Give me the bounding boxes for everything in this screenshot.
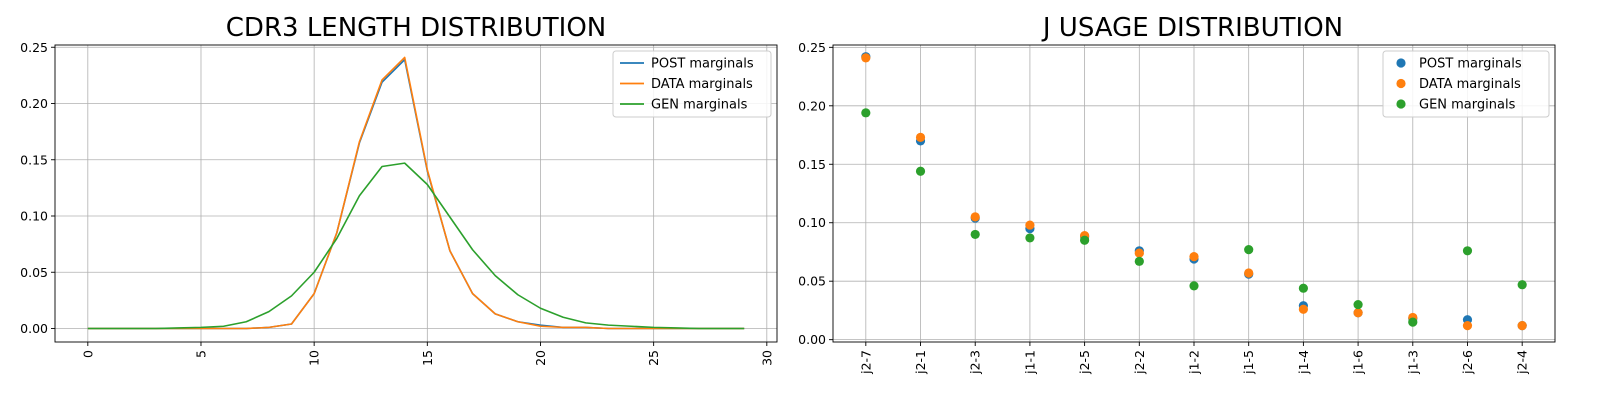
legend-swatch-3	[1396, 99, 1406, 109]
x-tick-label: j2-7	[858, 350, 873, 375]
series-3-point	[915, 166, 926, 176]
x-tick-label: 25	[646, 350, 661, 366]
x-tick-label: 5	[193, 350, 208, 358]
series-2-point	[970, 212, 980, 222]
y-tick-label: 0.15	[798, 157, 826, 172]
x-tick-label: j1-3	[1405, 350, 1420, 375]
x-tick-label: j1-5	[1241, 350, 1256, 375]
series-2-point	[861, 53, 871, 63]
x-tick-label: 10	[307, 350, 322, 366]
x-tick-label: 0	[80, 350, 95, 358]
legend-box	[1382, 50, 1550, 118]
series-line-3	[87, 162, 745, 330]
cdr3-length-chart: CDR3 LENGTH DISTRIBUTION 0.00 0.05 0.10 0.1…	[20, 13, 778, 366]
series-3-point	[861, 108, 871, 118]
legend-entry-2: DATA marginals	[651, 77, 753, 92]
legend-swatch-2	[1396, 78, 1406, 89]
x-tick-label: j1-1	[1022, 350, 1037, 375]
series-line-2	[87, 56, 745, 330]
legend-entry-1: POST marginals	[1419, 57, 1522, 72]
series-2-point	[1462, 321, 1473, 331]
x-tick-label: j2-3	[968, 350, 983, 375]
x-tick-label: j1-2	[1187, 350, 1202, 375]
series-3-point	[1462, 246, 1473, 256]
j-usage-chart: J USAGE DISTRIBUTION 0.00 0.05 0.10 0.15 0.2…	[798, 13, 1556, 375]
y-tick-label: 0.10	[20, 209, 48, 224]
series-3-point	[1298, 283, 1308, 293]
series-2-point	[1517, 321, 1527, 331]
series-3-point	[1134, 256, 1144, 266]
chart-title: J USAGE DISTRIBUTION	[1041, 13, 1343, 43]
chart-title: CDR3 LENGTH DISTRIBUTION	[226, 13, 606, 43]
y-tick-label: 0.20	[798, 98, 826, 113]
x-tick-label: j2-1	[913, 350, 928, 375]
legend-entry-2: DATA marginals	[1419, 77, 1521, 92]
x-tick-label: j2-4	[1515, 350, 1530, 375]
y-tick-label: 0.20	[20, 96, 48, 111]
legend-swatch-1	[1396, 58, 1406, 68]
series-2-point	[1025, 220, 1035, 230]
series-3-point	[1080, 235, 1090, 245]
series-3-point	[1353, 299, 1363, 310]
y-tick-label: 0.25	[798, 40, 826, 55]
legend-box	[612, 50, 772, 118]
legend-entry-1: POST marginals	[651, 57, 754, 72]
series-2-point	[915, 132, 926, 142]
y-tick-label: 0.25	[20, 40, 48, 55]
series-3-point	[1244, 245, 1254, 255]
series-3-point	[1517, 280, 1527, 290]
plot-frame	[54, 44, 778, 343]
series-3-point	[1025, 233, 1035, 243]
series-2-point	[1353, 308, 1363, 318]
x-tick-label: j2-2	[1132, 350, 1147, 375]
legend-entry-3: GEN marginals	[651, 98, 748, 113]
series-2-point	[1189, 252, 1199, 262]
x-tick-label: j1-6	[1351, 350, 1366, 375]
series-2-point	[1298, 304, 1308, 314]
legend-entry-3: GEN marginals	[1419, 98, 1516, 113]
y-tick-label: 0.00	[798, 332, 826, 347]
x-tick-label: j1-4	[1296, 350, 1311, 375]
x-tick-label: 20	[533, 350, 548, 366]
series-3-point	[1408, 317, 1418, 327]
x-tick-label: j2-6	[1460, 350, 1475, 375]
series-2-point	[1244, 268, 1254, 278]
y-tick-label: 0.00	[20, 321, 48, 336]
series-3-point	[970, 229, 980, 240]
y-tick-label: 0.15	[20, 152, 48, 167]
x-tick-label: 15	[420, 350, 435, 366]
x-tick-label: 30	[759, 350, 774, 366]
series-3-point	[1189, 281, 1199, 291]
y-tick-label: 0.05	[798, 274, 826, 289]
x-tick-label: j2-5	[1077, 350, 1092, 375]
series-2-point	[1134, 248, 1144, 258]
y-tick-label: 0.05	[20, 265, 48, 280]
y-tick-label: 0.10	[798, 215, 826, 230]
